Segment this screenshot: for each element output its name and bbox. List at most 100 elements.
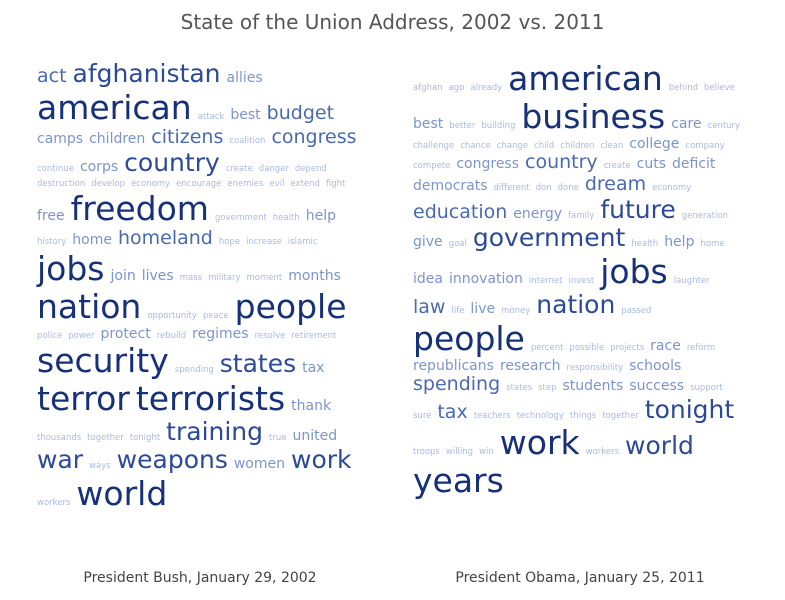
word-innovation: innovation xyxy=(448,271,523,288)
word-states: states xyxy=(219,348,297,378)
word-work: work xyxy=(499,423,580,463)
word-power: power xyxy=(68,330,95,341)
word-invest: invest xyxy=(568,276,595,287)
word-give: give xyxy=(413,234,443,251)
word-sure: sure xyxy=(413,410,432,421)
word-country: country xyxy=(525,150,598,173)
word-schools: schools xyxy=(629,357,682,374)
word-reform: reform xyxy=(686,342,716,353)
word-coalition: coalition xyxy=(229,135,266,146)
word-free: free xyxy=(37,208,65,225)
word-health: health xyxy=(631,239,659,250)
word-children: children xyxy=(560,140,595,151)
word-corps: corps xyxy=(79,158,119,175)
word-military: military xyxy=(208,272,241,283)
word-troops: troops xyxy=(413,447,440,458)
word-hope: hope xyxy=(218,236,241,247)
word-laughter: laughter xyxy=(673,276,710,287)
word-create: create xyxy=(225,163,253,174)
word-better: better xyxy=(449,120,476,131)
word-chance: chance xyxy=(460,140,491,151)
word-already: already xyxy=(470,83,503,93)
word-company: company xyxy=(685,140,725,151)
word-world: world xyxy=(76,474,168,514)
word-moment: moment xyxy=(246,272,283,283)
word-done: done xyxy=(557,182,579,193)
word-united: united xyxy=(292,427,338,444)
word-destruction: destruction xyxy=(37,179,86,190)
word-danger: danger xyxy=(258,163,289,174)
word-workers: workers xyxy=(37,498,71,509)
word-family: family xyxy=(568,210,595,221)
word-allies: allies xyxy=(226,70,263,86)
word-economy: economy xyxy=(131,179,171,190)
word-budget: budget xyxy=(266,101,335,124)
word-students: students xyxy=(562,377,624,394)
word-ways: ways xyxy=(89,461,111,472)
word-nation: nation xyxy=(37,286,142,326)
word-islamic: islamic xyxy=(287,236,318,247)
word-clean: clean xyxy=(600,140,624,151)
word-retirement: retirement xyxy=(291,330,337,341)
word-months: months xyxy=(288,267,341,284)
word-idea: idea xyxy=(413,271,443,288)
word-home: home xyxy=(72,231,112,248)
word-generation: generation xyxy=(681,210,728,221)
word-win: win xyxy=(479,447,494,458)
word-resolve: resolve xyxy=(254,330,286,341)
word-teachers: teachers xyxy=(473,410,511,421)
word-best: best xyxy=(413,115,444,132)
word-increase: increase xyxy=(246,236,282,247)
word-lives: lives xyxy=(141,267,174,284)
word-training: training xyxy=(166,416,264,446)
word-things: things xyxy=(569,410,597,421)
word-internet: internet xyxy=(528,276,563,287)
word-home: home xyxy=(700,239,725,250)
word-technology: technology xyxy=(516,410,564,421)
word-different: different xyxy=(493,182,530,193)
word-change: change xyxy=(496,140,529,151)
word-people: people xyxy=(413,318,525,358)
word-success: success xyxy=(629,377,685,394)
word-rebuild: rebuild xyxy=(156,330,187,341)
word-business: business xyxy=(521,96,666,136)
obama-caption: President Obama, January 25, 2011 xyxy=(455,570,705,586)
word-life: life xyxy=(451,306,465,317)
word-law: law xyxy=(413,296,446,319)
word-war: war xyxy=(37,445,84,475)
word-economy: economy xyxy=(652,182,692,193)
word-together: together xyxy=(87,432,124,443)
word-extend: extend xyxy=(290,179,320,190)
word-terror: terror xyxy=(37,378,130,418)
word-democrats: democrats xyxy=(413,177,488,194)
word-congress: congress xyxy=(271,125,357,148)
word-enemies: enemies xyxy=(227,179,264,190)
word-american: american xyxy=(37,87,192,127)
word-goal: goal xyxy=(448,239,467,250)
word-depend: depend xyxy=(294,163,327,174)
word-peace: peace xyxy=(202,310,229,321)
word-help: help xyxy=(664,234,695,251)
word-together: together xyxy=(602,410,639,421)
obama-word-cloud: afghan ago already american behind believe bes… xyxy=(413,60,748,500)
word-continue: continue xyxy=(37,163,74,174)
word-believe: believe xyxy=(704,83,735,93)
word-terrorists: terrorists xyxy=(135,378,286,418)
word-act: act xyxy=(37,65,67,87)
word-history: history xyxy=(37,236,67,247)
word-tax: tax xyxy=(302,359,325,376)
word-thank: thank xyxy=(291,397,332,414)
word-freedom: freedom xyxy=(70,189,209,229)
word-world: world xyxy=(625,431,694,461)
word-weapons: weapons xyxy=(116,445,228,475)
word-opportunity: opportunity xyxy=(147,310,197,321)
word-jobs: jobs xyxy=(600,252,668,292)
word-homeland: homeland xyxy=(117,226,213,249)
word-child: child xyxy=(534,140,555,151)
word-education: education xyxy=(413,200,508,223)
word-responsibility: responsibility xyxy=(566,362,624,373)
word-women: women xyxy=(233,456,285,473)
word-challenge: challenge xyxy=(413,140,455,151)
word-protect: protect xyxy=(100,325,151,342)
bush-word-cloud: act afghanistan allies american attack best bu… xyxy=(37,59,372,514)
